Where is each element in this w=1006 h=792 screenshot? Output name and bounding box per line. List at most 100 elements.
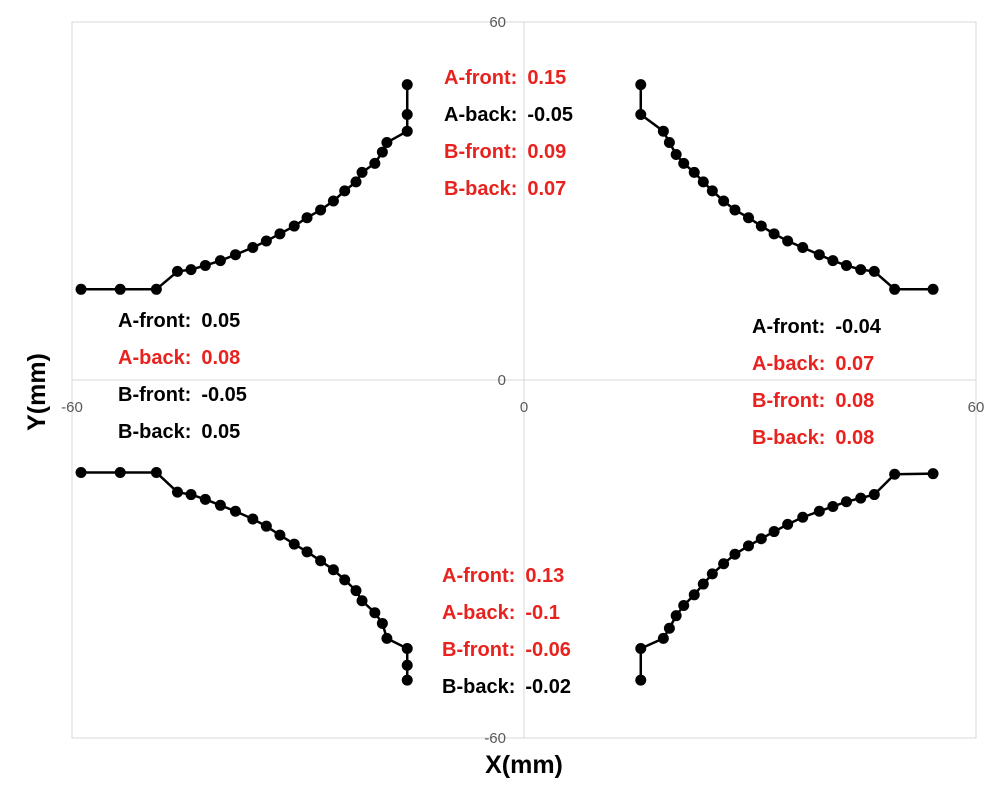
data-point-s4-20 [663, 622, 675, 634]
annotation-3-line-4: B-back: 0.08 [752, 427, 874, 449]
data-point-s3-11 [274, 529, 286, 541]
annotation-value: 0.08 [201, 347, 240, 369]
y-axis-title: Y(mm) [23, 353, 51, 431]
data-point-s4-16 [697, 578, 709, 590]
annotation-label: B-front: [444, 141, 517, 163]
annotation-label: A-back: [752, 353, 825, 375]
annotation-label: B-back: [118, 421, 191, 443]
annotation-2-line-1: A-front: 0.05 [118, 310, 240, 332]
annotation-value: -0.05 [527, 104, 573, 126]
data-point-s3-19 [369, 607, 381, 619]
data-point-s3-12 [288, 538, 300, 550]
data-point-s1-13 [288, 220, 300, 232]
data-point-s2-21 [868, 265, 880, 277]
data-point-s4-17 [688, 589, 700, 601]
data-point-s3-18 [356, 595, 368, 607]
annotation-2-line-3: B-front: -0.05 [118, 384, 247, 406]
y-tick-label-top: 60 [489, 14, 506, 31]
data-point-s1-12 [301, 212, 313, 224]
annotation-value: 0.15 [527, 67, 566, 89]
data-point-s1-16 [247, 242, 259, 254]
data-point-s2-13 [755, 220, 767, 232]
data-point-s3-13 [301, 546, 313, 558]
data-point-s1-5 [376, 146, 388, 158]
data-point-s1-8 [350, 176, 362, 188]
data-point-s2-4 [663, 137, 675, 149]
data-point-s4-3 [868, 489, 880, 501]
data-point-s1-21 [171, 265, 183, 277]
data-point-s3-22 [401, 643, 413, 654]
data-point-s2-20 [855, 264, 867, 276]
data-point-s2-22 [889, 283, 901, 295]
annotation-3-line-2: A-back: 0.07 [752, 353, 874, 375]
data-point-s4-12 [742, 540, 754, 552]
data-point-s2-2 [635, 108, 647, 120]
data-point-s4-10 [768, 526, 780, 538]
data-point-s4-15 [706, 568, 718, 580]
data-point-s4-4 [855, 492, 867, 504]
y-tick-label-bottom: -60 [484, 730, 506, 747]
annotation-1-line-2: A-back: -0.05 [444, 104, 573, 126]
data-point-s2-3 [657, 125, 669, 137]
data-point-s2-5 [670, 148, 682, 160]
x-tick-label-right: 60 [968, 399, 985, 416]
data-point-s4-8 [797, 511, 809, 523]
annotation-2-line-2: A-back: 0.08 [118, 347, 240, 369]
annotation-value: 0.07 [527, 178, 566, 200]
annotation-1-line-3: B-front: 0.09 [444, 141, 566, 163]
data-point-s4-7 [813, 505, 825, 517]
annotation-label: B-back: [752, 427, 825, 449]
data-point-s2-9 [706, 185, 718, 197]
data-point-s2-16 [797, 242, 809, 254]
data-point-s1-9 [339, 185, 351, 197]
data-point-s1-6 [369, 157, 381, 169]
annotation-value: 0.05 [201, 310, 240, 332]
annotation-label: A-front: [752, 316, 825, 338]
annotation-value: 0.08 [835, 390, 874, 412]
data-point-s2-23 [927, 283, 939, 295]
data-point-s3-5 [185, 489, 197, 501]
data-point-s4-6 [827, 500, 839, 512]
data-point-s4-9 [782, 518, 794, 530]
data-point-s3-10 [260, 520, 272, 532]
annotation-label: A-back: [118, 347, 191, 369]
y-tick-label-center: 0 [498, 372, 506, 389]
data-point-s2-18 [827, 255, 839, 267]
data-point-s2-12 [742, 212, 754, 224]
data-point-s3-24 [401, 674, 413, 686]
data-point-s2-11 [729, 204, 741, 216]
data-point-s2-10 [718, 195, 730, 207]
data-point-s3-15 [327, 564, 339, 576]
annotation-layer: A-front: 0.15 A-back: -0.05 B-front: 0.09 B-ba… [118, 67, 882, 698]
data-point-s3-16 [339, 574, 351, 586]
data-point-s1-15 [260, 235, 272, 247]
annotation-value: -0.02 [525, 676, 571, 698]
data-point-s1-17 [229, 249, 241, 261]
data-point-s4-5 [840, 496, 852, 508]
data-point-s1-22 [150, 283, 162, 295]
annotation-label: A-front: [444, 67, 517, 89]
data-point-s3-8 [229, 505, 241, 517]
data-point-s4-19 [670, 610, 682, 622]
data-point-s1-23 [114, 283, 126, 295]
annotation-label: B-back: [444, 178, 517, 200]
annotation-label: B-front: [442, 639, 515, 661]
data-point-s4-11 [755, 533, 767, 545]
data-point-s1-3 [401, 125, 413, 137]
x-tick-label-left: -60 [61, 399, 83, 416]
x-tick-label-center: 0 [520, 399, 528, 416]
data-point-s4-1 [927, 468, 939, 480]
data-point-s4-21 [657, 632, 669, 644]
data-point-s1-24 [75, 283, 87, 295]
data-point-s4-13 [729, 548, 741, 560]
data-point-s1-20 [185, 264, 197, 276]
data-point-s1-10 [327, 195, 339, 207]
data-point-s3-6 [199, 493, 211, 505]
annotation-1-line-4: B-back: 0.07 [444, 178, 566, 200]
data-point-s2-6 [678, 157, 690, 169]
annotation-label: B-front: [118, 384, 191, 406]
annotation-label: A-front: [118, 310, 191, 332]
annotation-label: B-back: [442, 676, 515, 698]
series-layer [75, 79, 939, 686]
